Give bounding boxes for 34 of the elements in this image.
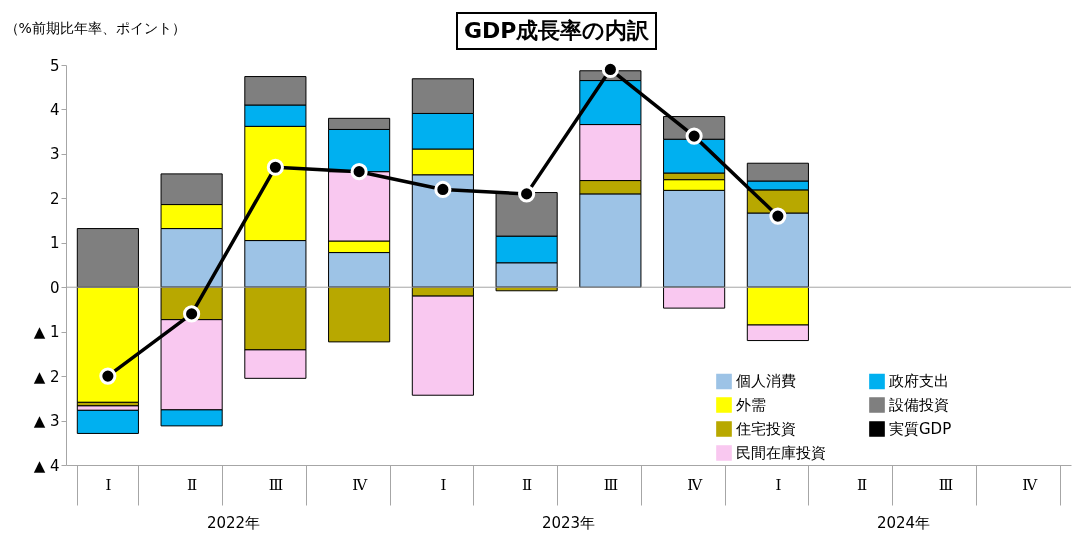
x-tick-label: Ⅰ <box>440 475 447 494</box>
y-tick-label: 3 <box>49 145 60 164</box>
text: 2024年 <box>876 514 931 532</box>
y-tick-label: ▲ 3 <box>33 412 60 431</box>
legend-label: 住宅投資 <box>735 420 796 438</box>
x-tick-label: Ⅲ <box>938 475 954 494</box>
x-tick-label: Ⅲ <box>603 475 619 494</box>
y-tick-label: 4 <box>49 100 60 119</box>
text: 2023年 <box>541 514 596 532</box>
y-tick-label: ▲ 1 <box>33 323 60 342</box>
y-axis-title: （%前期比年率、ポイント） <box>4 19 186 36</box>
y-tick-label: ▲ 4 <box>33 456 60 475</box>
legend-label: 個人消費 <box>736 372 796 391</box>
y-tick-label: 1 <box>49 234 60 253</box>
y-tick-label: 2 <box>49 189 60 208</box>
x-tick-label: Ⅳ <box>687 475 704 494</box>
legend-label: 外需 <box>736 396 766 414</box>
text: 2022年 <box>206 514 261 532</box>
x-tick-label: Ⅱ <box>857 475 868 494</box>
x-tick-label: Ⅳ <box>352 475 369 494</box>
chart-title: GDP成長率の内訳 <box>456 12 658 50</box>
x-tick-label: Ⅱ <box>522 475 533 494</box>
legend-label: 設備投資 <box>889 396 949 414</box>
x-tick-label: Ⅰ <box>775 475 782 494</box>
y-tick-label: ▲ 2 <box>33 367 60 386</box>
x-tick-label: Ⅳ <box>1022 475 1039 494</box>
x-tick-label: Ⅰ <box>105 475 112 494</box>
x-tick-label: Ⅲ <box>268 475 284 494</box>
legend-label: 民間在庫投資 <box>736 444 826 462</box>
y-tick-label: 5 <box>49 56 60 75</box>
legend-label: 実質GDP <box>889 420 952 438</box>
x-tick-label: Ⅱ <box>187 475 198 494</box>
y-tick-label: 0 <box>49 278 60 297</box>
legend-label: 政府支出 <box>889 372 949 391</box>
